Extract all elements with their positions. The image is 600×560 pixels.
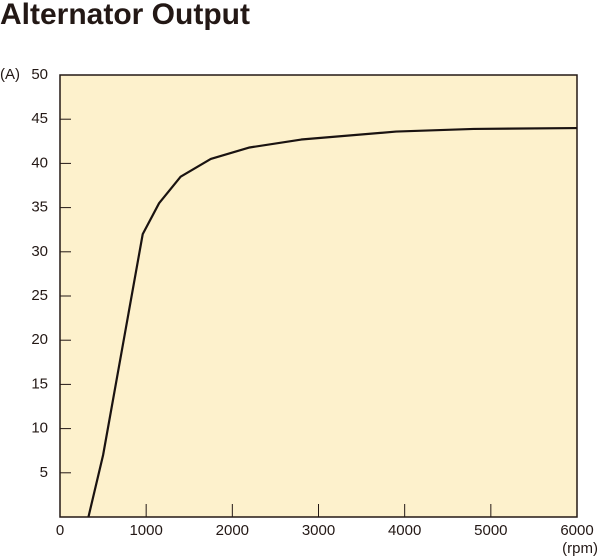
y-tick-label: 40 <box>31 154 48 171</box>
y-tick-label: 10 <box>31 420 48 437</box>
plot-area <box>60 75 577 517</box>
x-tick-label: 2000 <box>216 522 249 539</box>
chart-title: Alternator Output <box>0 0 250 31</box>
y-tick-label: 15 <box>31 375 48 392</box>
y-tick-label: 45 <box>31 110 48 127</box>
plot-frame <box>59 74 578 518</box>
x-tick-label: 0 <box>56 522 64 539</box>
y-tick-label: 25 <box>31 287 48 304</box>
x-tick-label: 3000 <box>302 522 335 539</box>
y-tick-label: 50 <box>31 66 48 83</box>
x-tick-label: 5000 <box>474 522 507 539</box>
y-tick-label: 5 <box>40 464 48 481</box>
y-tick-label: 30 <box>31 243 48 260</box>
y-axis-label: (A) <box>0 66 20 83</box>
x-tick-label: 6000 <box>560 522 593 539</box>
x-axis-label: (rpm) <box>562 540 598 557</box>
x-tick-label: 1000 <box>129 522 162 539</box>
y-tick-label: 20 <box>31 331 48 348</box>
output-curve <box>87 126 578 518</box>
x-tick-label: 4000 <box>388 522 421 539</box>
y-tick-label: 35 <box>31 199 48 216</box>
